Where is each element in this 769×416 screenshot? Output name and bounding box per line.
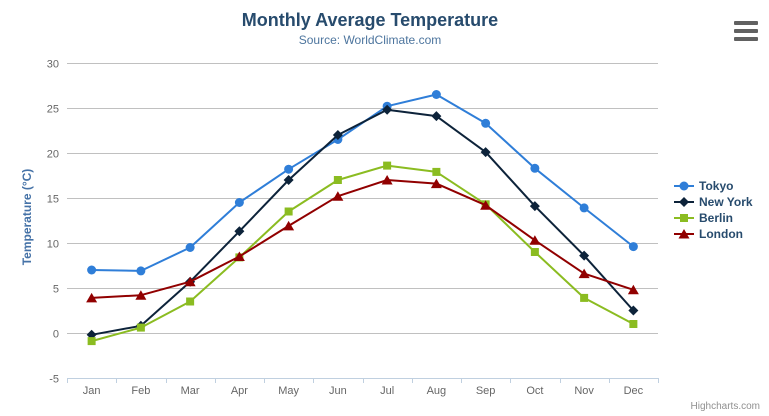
circle-legend-icon [674, 181, 694, 191]
series-marker-london[interactable] [627, 284, 639, 295]
legend-item-tokyo[interactable]: Tokyo [674, 178, 753, 194]
series-marker-berlin[interactable] [284, 207, 293, 216]
series-marker-london[interactable] [529, 235, 541, 245]
x-axis-label: Jan [83, 385, 101, 397]
series-marker-new-york[interactable] [431, 111, 442, 122]
x-axis-label: Aug [427, 385, 447, 397]
series-marker-new-york[interactable] [529, 201, 540, 212]
legend-label: Berlin [699, 211, 734, 225]
x-axis-label: May [278, 385, 299, 397]
series-marker-berlin[interactable] [580, 293, 589, 302]
series-marker-tokyo[interactable] [579, 203, 589, 213]
series-marker-new-york[interactable] [579, 250, 590, 261]
legend-label: Tokyo [699, 179, 734, 193]
x-axis-label: Mar [181, 385, 200, 397]
x-axis-label: Nov [574, 385, 594, 397]
context-menu-button[interactable] [734, 21, 758, 41]
series-marker-berlin[interactable] [136, 323, 145, 332]
y-axis-label: 10 [47, 239, 59, 251]
series-marker-berlin[interactable] [87, 337, 96, 346]
x-axis-label: Jun [329, 385, 347, 397]
series-marker-london[interactable] [480, 200, 492, 210]
legend: Tokyo New York Berlin London [674, 178, 753, 242]
series-marker-tokyo[interactable] [284, 164, 294, 174]
series-marker-berlin[interactable] [186, 297, 195, 306]
series-marker-tokyo[interactable] [530, 163, 540, 173]
legend-label: London [699, 227, 743, 241]
y-axis-label: -5 [49, 374, 59, 386]
square-legend-marker[interactable] [680, 214, 688, 222]
series-line-new-york[interactable] [90, 108, 635, 336]
legend-item-berlin[interactable]: Berlin [674, 210, 753, 226]
series-marker-berlin[interactable] [629, 320, 638, 328]
series-marker-tokyo[interactable] [628, 242, 638, 252]
x-axis-label: Dec [624, 385, 644, 397]
hamburger-icon [734, 29, 758, 33]
series-marker-tokyo[interactable] [87, 265, 97, 275]
x-axis-label: Apr [231, 385, 248, 397]
series-marker-berlin[interactable] [383, 161, 392, 170]
chart-subtitle: Source: WorldClimate.com [298, 33, 442, 47]
series-marker-new-york[interactable] [332, 130, 343, 140]
series-marker-new-york[interactable] [283, 175, 294, 185]
triangle-legend-marker[interactable] [678, 229, 690, 239]
y-axis-label: 5 [53, 284, 59, 296]
x-axis-label: Sep [476, 385, 496, 397]
series-line-berlin[interactable] [90, 164, 635, 343]
series-marker-berlin[interactable] [530, 248, 539, 256]
series-marker-berlin[interactable] [333, 176, 342, 184]
y-axis-label: 0 [53, 329, 59, 341]
hamburger-icon [734, 37, 758, 41]
series-marker-berlin[interactable] [432, 167, 441, 176]
square-legend-icon [674, 214, 694, 222]
diamond-legend-marker[interactable] [679, 197, 689, 207]
y-axis-label: 20 [47, 149, 59, 161]
series-line-tokyo[interactable] [90, 93, 635, 272]
series-marker-new-york[interactable] [480, 147, 491, 158]
diamond-legend-icon [674, 197, 694, 207]
series-marker-tokyo[interactable] [481, 118, 491, 128]
series-marker-london[interactable] [135, 290, 147, 300]
series-line-london[interactable] [90, 179, 635, 299]
series-marker-london[interactable] [381, 175, 393, 185]
series-marker-new-york[interactable] [234, 226, 245, 237]
series-marker-tokyo[interactable] [136, 266, 146, 276]
series-marker-london[interactable] [184, 276, 196, 287]
series-marker-london[interactable] [332, 191, 344, 201]
series-marker-tokyo[interactable] [431, 90, 441, 99]
series-marker-new-york[interactable] [628, 305, 639, 316]
series-london [86, 175, 639, 303]
y-axis-label: 15 [47, 194, 59, 206]
legend-item-new-york[interactable]: New York [674, 194, 753, 210]
triangle-legend-icon [674, 229, 694, 239]
series-marker-london[interactable] [86, 292, 98, 303]
series-marker-new-york[interactable] [382, 104, 393, 115]
series-tokyo [87, 90, 638, 276]
y-axis-label: 30 [47, 59, 59, 71]
series-marker-tokyo[interactable] [185, 243, 195, 252]
series-marker-london[interactable] [430, 178, 442, 189]
x-axis-label: Feb [131, 385, 150, 397]
chart-title: Monthly Average Temperature [241, 10, 499, 30]
hamburger-icon [734, 21, 758, 25]
legend-label: New York [699, 195, 753, 209]
x-axis-label: Jul [380, 385, 394, 397]
x-axis-label: Oct [526, 385, 543, 397]
series-marker-london[interactable] [233, 251, 245, 262]
legend-item-london[interactable]: London [674, 226, 753, 242]
y-axis-label: 25 [47, 104, 59, 116]
series-marker-london[interactable] [578, 268, 590, 279]
series-marker-tokyo[interactable] [234, 198, 244, 207]
circle-legend-marker[interactable] [679, 181, 689, 191]
series-new-york [86, 104, 639, 340]
credits-link[interactable]: Highcharts.com [690, 401, 760, 412]
series-marker-london[interactable] [283, 220, 295, 231]
